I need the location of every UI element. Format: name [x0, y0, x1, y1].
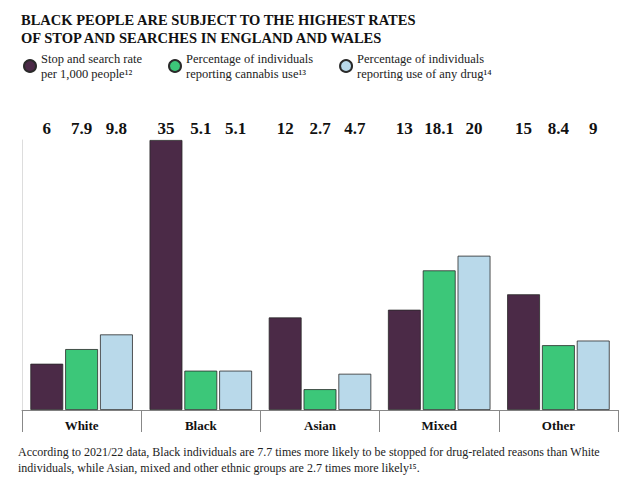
svg-text:20: 20	[466, 119, 483, 138]
svg-text:9: 9	[589, 119, 598, 138]
svg-text:13: 13	[396, 119, 413, 138]
svg-text:5.1: 5.1	[190, 119, 211, 138]
svg-text:6: 6	[43, 119, 52, 138]
svg-text:OF STOP AND SEARCHES IN ENGLAN: OF STOP AND SEARCHES IN ENGLAND AND WALE…	[21, 30, 381, 46]
svg-text:Other: Other	[542, 418, 575, 433]
svg-text:5.1: 5.1	[225, 119, 246, 138]
svg-text:35: 35	[157, 119, 174, 138]
svg-text:Asian: Asian	[304, 418, 337, 433]
svg-text:8.4: 8.4	[548, 119, 570, 138]
svg-text:reporting cannabis use¹³: reporting cannabis use¹³	[186, 67, 306, 81]
svg-text:9.8: 9.8	[106, 119, 127, 138]
svg-text:Percentage of individuals: Percentage of individuals	[357, 52, 484, 66]
svg-text:BLACK PEOPLE ARE SUBJECT TO TH: BLACK PEOPLE ARE SUBJECT TO THE HIGHEST …	[21, 12, 415, 28]
svg-text:individuals, while Asian, mixe: individuals, while Asian, mixed and othe…	[18, 461, 420, 475]
svg-text:18.1: 18.1	[424, 119, 454, 138]
svg-text:7.9: 7.9	[71, 119, 92, 138]
svg-text:According to 2021/22 data, Bla: According to 2021/22 data, Black individ…	[18, 445, 603, 459]
svg-text:2.7: 2.7	[309, 119, 331, 138]
svg-text:Black: Black	[185, 418, 218, 433]
svg-text:Stop and search rate: Stop and search rate	[41, 52, 142, 66]
svg-text:Mixed: Mixed	[422, 418, 458, 433]
svg-text:Percentage of individuals: Percentage of individuals	[186, 52, 313, 66]
svg-text:reporting use of any drug¹⁴: reporting use of any drug¹⁴	[357, 67, 491, 81]
svg-text:White: White	[65, 418, 99, 433]
svg-text:12: 12	[277, 119, 294, 138]
svg-text:4.7: 4.7	[344, 119, 366, 138]
svg-text:15: 15	[515, 119, 532, 138]
svg-text:per 1,000 people¹²: per 1,000 people¹²	[41, 67, 132, 81]
